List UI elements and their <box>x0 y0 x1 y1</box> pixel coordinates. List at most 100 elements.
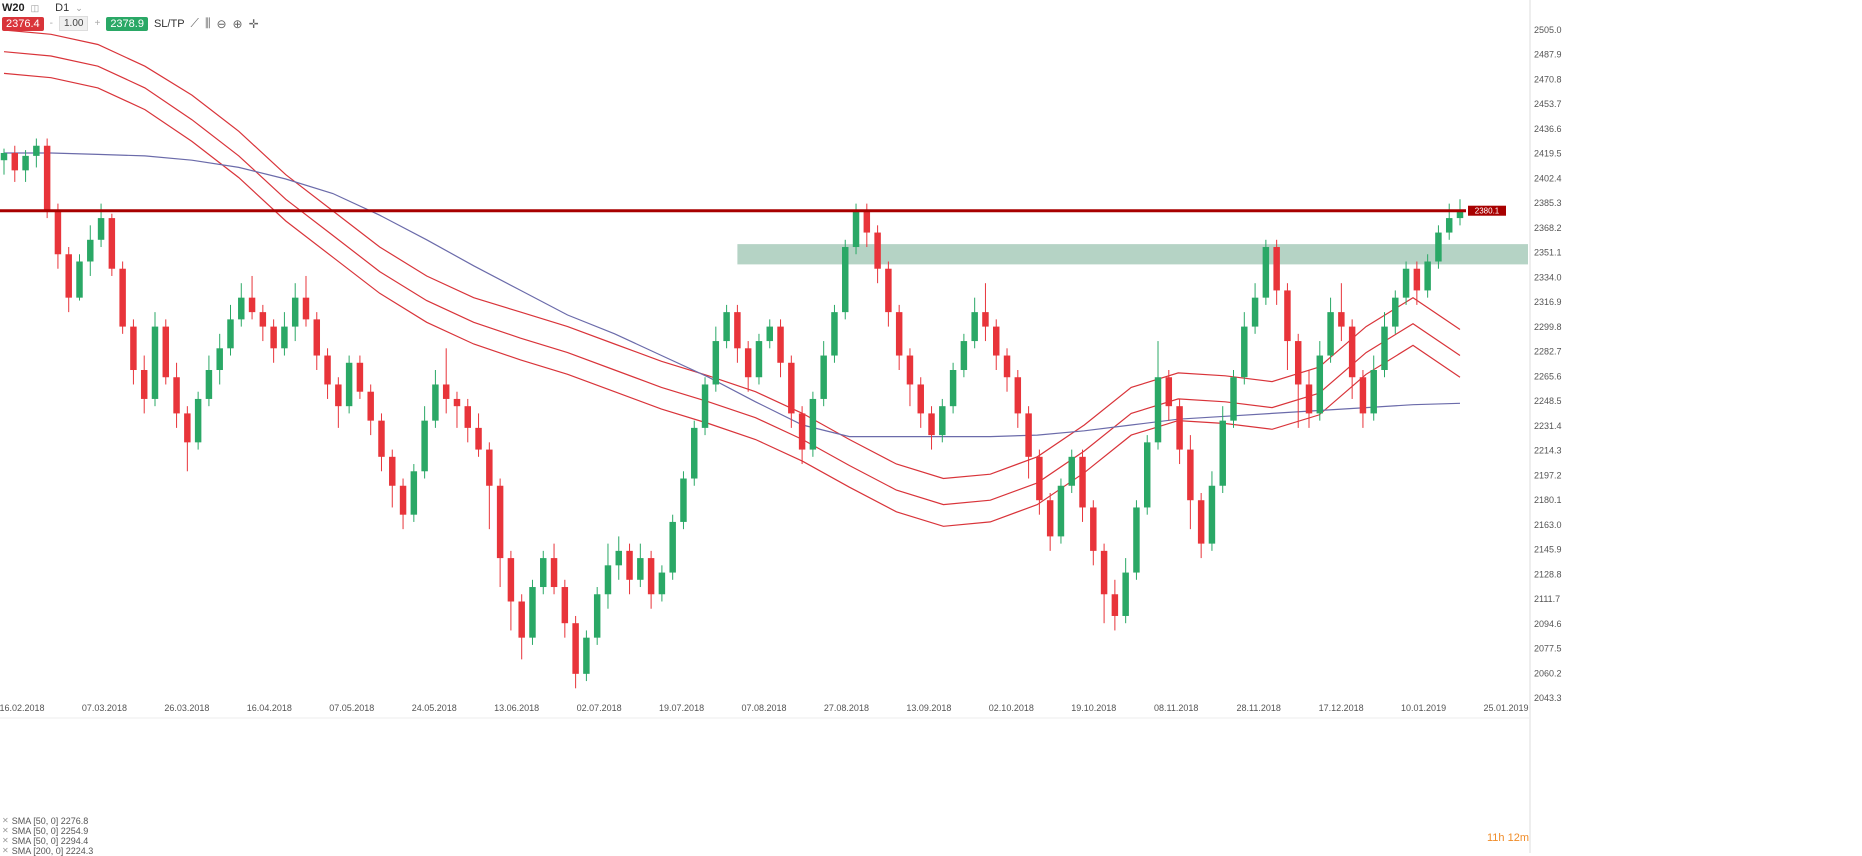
volume-plus-button[interactable]: + <box>94 18 101 29</box>
candle <box>1003 348 1011 392</box>
candle <box>658 565 666 602</box>
candle <box>1057 478 1065 544</box>
x-tick-label: 07.03.2018 <box>82 703 127 713</box>
candle <box>971 297 978 349</box>
candle-body <box>917 384 924 414</box>
chevron-down-icon[interactable]: ⌄ <box>75 2 83 13</box>
legend-item[interactable]: ✕ SMA [200, 0] 2224.3 <box>2 846 93 856</box>
candle <box>1014 370 1022 428</box>
candle-body <box>1305 384 1313 414</box>
candle <box>194 391 202 450</box>
candle-body <box>291 297 299 327</box>
zoom-in-icon[interactable]: ⊕ <box>232 16 243 31</box>
volume-input[interactable]: 1.00 <box>59 16 89 31</box>
candle <box>993 319 1000 371</box>
candle-body <box>475 427 482 450</box>
candle-body <box>1381 326 1388 371</box>
candle <box>76 254 83 301</box>
candle <box>43 138 51 219</box>
candle <box>22 150 29 182</box>
candle <box>939 398 946 443</box>
candle <box>615 536 622 580</box>
candle <box>906 348 914 407</box>
buy-button[interactable]: 2378.9 <box>106 16 148 31</box>
candle-body <box>453 398 461 407</box>
y-tick-label: 2248.5 <box>1534 396 1562 406</box>
candle <box>1025 406 1032 479</box>
candle <box>1165 370 1173 421</box>
candle <box>205 355 213 407</box>
candle <box>227 304 234 356</box>
candle <box>162 319 170 385</box>
candle <box>809 391 817 457</box>
candle-body <box>885 268 892 313</box>
volume-minus-button[interactable]: - <box>49 18 53 29</box>
candle <box>130 319 137 385</box>
y-tick-label: 2145.9 <box>1534 545 1562 555</box>
candle <box>928 406 935 450</box>
period-selector[interactable]: D1 <box>55 2 70 14</box>
candle-body <box>1273 247 1280 291</box>
crosshair-icon[interactable]: ✛ <box>248 16 259 31</box>
candle-body <box>1014 377 1022 414</box>
close-icon[interactable]: ✕ <box>2 826 9 835</box>
candle <box>669 514 676 580</box>
info-icon[interactable]: ◫ <box>30 2 40 13</box>
candle-type-icon[interactable]: ⫼ <box>204 16 211 30</box>
candle-body <box>831 312 838 356</box>
candle-body <box>809 398 817 450</box>
candle-body <box>1262 247 1270 298</box>
legend-item[interactable]: ✕ SMA [50, 0] 2276.8 <box>2 816 93 826</box>
sl-tp-button[interactable]: SL/TP <box>153 17 185 30</box>
candle-body <box>356 362 364 392</box>
x-tick-label: 19.10.2018 <box>1071 703 1116 713</box>
candle-body <box>130 326 137 371</box>
close-icon[interactable]: ✕ <box>2 846 9 855</box>
candle-body <box>238 297 245 320</box>
candle-body <box>1122 572 1129 616</box>
candle-body <box>410 471 418 515</box>
candle <box>593 587 601 645</box>
candle <box>1251 283 1259 334</box>
x-tick-label: 16.04.2018 <box>247 703 292 713</box>
candle <box>1187 435 1194 530</box>
candle <box>108 213 116 276</box>
candle-body <box>1057 485 1065 537</box>
x-tick-label: 07.08.2018 <box>741 703 786 713</box>
y-tick-label: 2505.0 <box>1534 25 1562 35</box>
x-tick-label: 26.03.2018 <box>164 703 209 713</box>
candle-timer: 11h 12m <box>1487 832 1529 844</box>
candle <box>1262 239 1270 305</box>
legend-item[interactable]: ✕ SMA [50, 0] 2254.9 <box>2 826 93 836</box>
line-chart-icon[interactable]: ⟋ <box>190 16 199 30</box>
y-tick-label: 2128.8 <box>1534 569 1562 579</box>
candle-body <box>194 398 202 443</box>
close-icon[interactable]: ✕ <box>2 836 9 845</box>
candle <box>1176 398 1183 465</box>
legend-item[interactable]: ✕ SMA [50, 0] 2294.4 <box>2 836 93 846</box>
candle-body <box>486 449 493 486</box>
candle <box>302 275 310 327</box>
candle <box>1316 341 1324 421</box>
sell-button[interactable]: 2376.4 <box>2 16 44 31</box>
candle-body <box>399 485 407 515</box>
candle <box>151 312 159 407</box>
candle-body <box>87 239 94 262</box>
sma-200-line <box>4 152 1461 438</box>
candle-body <box>1294 341 1302 385</box>
candle <box>11 145 19 182</box>
sma-50-line <box>3 51 1461 506</box>
symbol-label[interactable]: W20 <box>2 2 25 14</box>
candle <box>1284 283 1291 371</box>
candle-body <box>540 558 547 588</box>
support-zone <box>737 244 1528 265</box>
candle-body <box>1316 355 1324 414</box>
zoom-out-icon[interactable]: ⊖ <box>216 16 227 31</box>
candle-body <box>97 218 105 240</box>
candle-body <box>496 485 504 559</box>
close-icon[interactable]: ✕ <box>2 816 9 825</box>
candle-body <box>281 326 288 349</box>
candle-body <box>788 362 795 414</box>
candle-body <box>1241 326 1248 378</box>
